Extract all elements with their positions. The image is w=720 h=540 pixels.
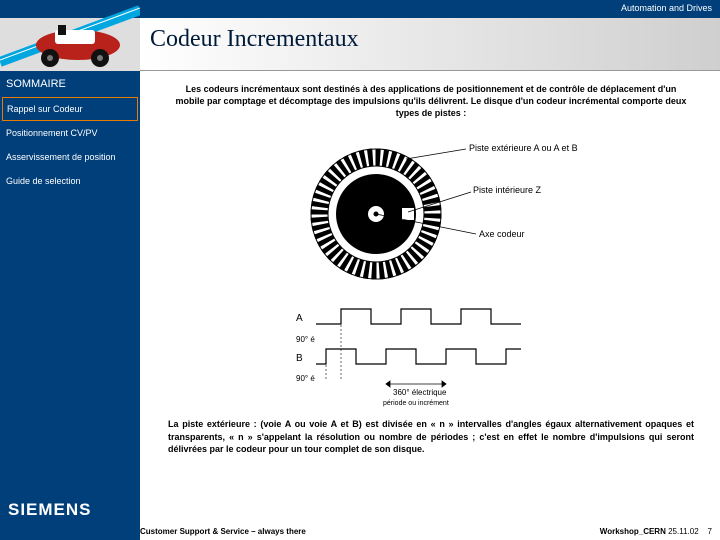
phase-label-ab: 90° é bbox=[296, 335, 315, 344]
sidebar-item-guide[interactable]: Guide de selection bbox=[0, 169, 140, 193]
sidebar-item-label: Rappel sur Codeur bbox=[7, 104, 83, 114]
signal-label-a: A bbox=[296, 313, 303, 324]
sidebar-item-label: Asservissement de position bbox=[6, 152, 116, 162]
sidebar: SOMMAIRE Rappel sur Codeur Positionnemen… bbox=[0, 71, 140, 540]
encoder-disc-diagram: Piste extérieure A ou A et B Piste intér… bbox=[281, 129, 581, 299]
intro-paragraph: Les codeurs incrémentaux sont destinés à… bbox=[172, 83, 690, 119]
footer-page: 7 bbox=[708, 527, 712, 536]
sidebar-item-positionnement[interactable]: Positionnement CV/PV bbox=[0, 121, 140, 145]
sidebar-item-label: Guide de selection bbox=[6, 176, 81, 186]
signal-timing-diagram: A B 90° é 90° é 360° électrique période … bbox=[281, 299, 581, 414]
footer-meta: Workshop_CERN 25.11.02 7 bbox=[600, 527, 712, 536]
sidebar-heading: SOMMAIRE bbox=[0, 71, 140, 97]
diagram-area: Piste extérieure A ou A et B Piste intér… bbox=[152, 129, 710, 414]
footer-date: 25.11.02 bbox=[668, 527, 699, 536]
sidebar-item-codeur[interactable]: Rappel sur Codeur bbox=[2, 97, 138, 121]
period-sub-label: période ou incrément bbox=[383, 400, 449, 407]
brand-logo: SIEMENS bbox=[8, 500, 92, 520]
period-label: 360° électrique bbox=[393, 388, 447, 397]
phase-label-b: 90° é bbox=[296, 374, 315, 383]
outro-paragraph: La piste extérieure : (voie A ou voie A … bbox=[168, 418, 694, 454]
label-outer-track: Piste extérieure A ou A et B bbox=[469, 143, 578, 153]
product-line-text: Automation and Drives bbox=[621, 3, 712, 13]
slide-title-bar: Codeur Incrementaux bbox=[140, 18, 720, 71]
footer: Customer Support & Service – always ther… bbox=[140, 527, 712, 536]
label-axis: Axe codeur bbox=[479, 229, 525, 239]
sidebar-item-asservissement[interactable]: Asservissement de position bbox=[0, 145, 140, 169]
slide-title: Codeur Incrementaux bbox=[150, 26, 359, 52]
footer-workshop: Workshop_CERN bbox=[600, 527, 666, 536]
corner-logo bbox=[0, 0, 140, 71]
label-inner-track: Piste intérieure Z bbox=[473, 185, 542, 195]
sidebar-item-label: Positionnement CV/PV bbox=[6, 128, 98, 138]
main-content: Les codeurs incrémentaux sont destinés à… bbox=[140, 71, 720, 540]
signal-label-b: B bbox=[296, 353, 303, 364]
footer-tagline: Customer Support & Service – always ther… bbox=[140, 527, 306, 536]
